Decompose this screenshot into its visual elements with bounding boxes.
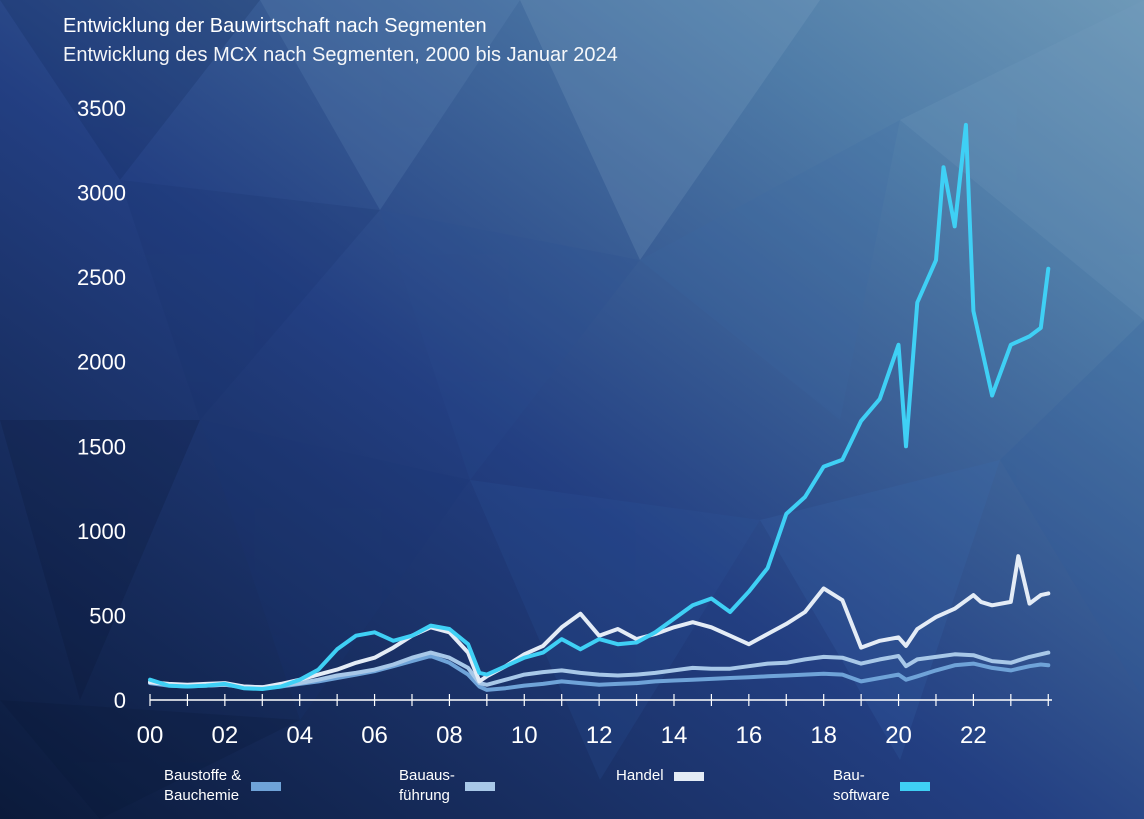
chart-subtitle: Entwicklung des MCX nach Segmenten, 2000… xyxy=(63,44,618,66)
legend-label: Bau- software xyxy=(833,767,890,804)
legend-swatch xyxy=(251,781,282,791)
chart-title: Entwicklung der Bauwirtschaft nach Segme… xyxy=(63,15,487,37)
x-tick-label: 16 xyxy=(735,722,762,749)
x-tick-label: 02 xyxy=(212,722,239,749)
x-tick-label: 06 xyxy=(361,722,388,749)
series-line-2 xyxy=(148,650,1051,690)
series-line-4 xyxy=(148,122,1051,691)
x-tick-label: 14 xyxy=(661,722,688,749)
legend-label: Baustoffe & Bauchemie xyxy=(164,767,242,804)
y-tick-label: 2500 xyxy=(77,265,126,290)
x-tick-label: 20 xyxy=(885,722,912,749)
y-tick-label: 3500 xyxy=(77,96,126,121)
legend-label: Handel xyxy=(616,767,664,784)
legend-item: Bau- software xyxy=(833,766,930,806)
legend-item: Handel xyxy=(616,766,704,786)
x-tick-label: 00 xyxy=(137,722,164,749)
series-lines xyxy=(148,122,1051,692)
x-tick-label: 08 xyxy=(436,722,463,749)
legend-item: Bauaus- führung xyxy=(399,766,495,806)
x-tick-label: 22 xyxy=(960,722,987,749)
x-tick-label: 04 xyxy=(286,722,313,749)
legend-swatch xyxy=(899,781,930,791)
legend-swatch xyxy=(673,771,704,781)
y-tick-label: 500 xyxy=(89,603,126,628)
y-axis-ticks: 0 500 1000 1500 2000 2500 3000 3500 xyxy=(77,96,126,713)
y-tick-label: 0 xyxy=(114,688,126,713)
y-tick-label: 3000 xyxy=(77,181,126,206)
y-tick-label: 1000 xyxy=(77,519,126,544)
legend-label: Bauaus- führung xyxy=(399,767,455,804)
x-tick-label: 12 xyxy=(586,722,613,749)
x-tick-label: 18 xyxy=(810,722,837,749)
y-tick-label: 2000 xyxy=(77,350,126,375)
series-line-3 xyxy=(148,554,1051,690)
legend-swatch xyxy=(464,781,495,791)
y-tick-label: 1500 xyxy=(77,434,126,459)
legend-item: Baustoffe & Bauchemie xyxy=(164,766,282,806)
x-axis: 00 02 04 06 08 10 12 14 16 18 20 22 xyxy=(137,694,1052,749)
x-tick-label: 10 xyxy=(511,722,538,749)
